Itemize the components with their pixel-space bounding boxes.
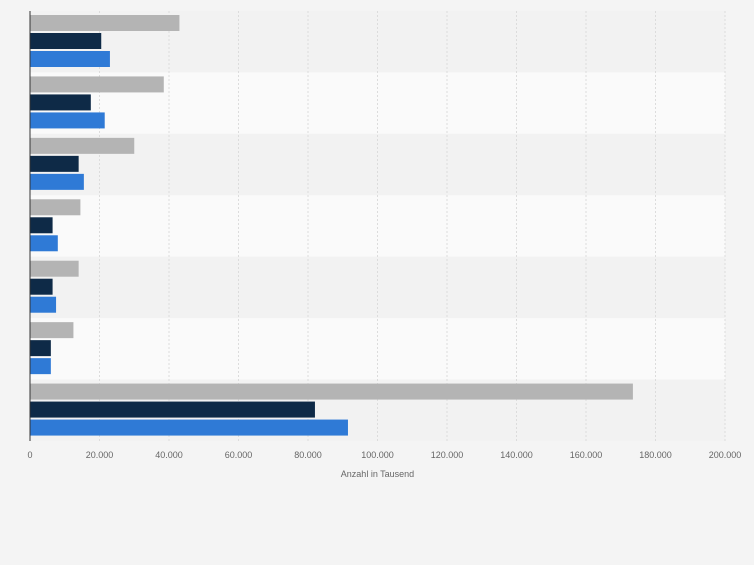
- bar-series-2[interactable]: [30, 340, 51, 357]
- bar-series-1[interactable]: [30, 199, 81, 216]
- bar-series-1[interactable]: [30, 260, 79, 277]
- bar-series-3[interactable]: [30, 235, 58, 252]
- x-tick-label: 0: [27, 450, 32, 460]
- bar-series-1[interactable]: [30, 76, 164, 93]
- bar-series-2[interactable]: [30, 278, 53, 295]
- bar-series-3[interactable]: [30, 358, 51, 375]
- x-tick-label: 160.000: [570, 450, 603, 460]
- bar-series-2[interactable]: [30, 94, 91, 111]
- x-tick-label: 140.000: [500, 450, 533, 460]
- x-tick-label: 200.000: [709, 450, 742, 460]
- bar-series-3[interactable]: [30, 51, 110, 67]
- x-tick-label: 100.000: [361, 450, 394, 460]
- x-axis-label: Anzahl in Tausend: [341, 469, 414, 479]
- bar-series-2[interactable]: [30, 155, 79, 172]
- bar-series-3[interactable]: [30, 112, 105, 129]
- bar-series-2[interactable]: [30, 33, 102, 49]
- bar-series-1[interactable]: [30, 383, 633, 400]
- row-band: [30, 195, 725, 257]
- bar-series-1[interactable]: [30, 15, 180, 31]
- x-tick-label: 120.000: [431, 450, 464, 460]
- x-tick-label: 60.000: [225, 450, 253, 460]
- bar-series-3[interactable]: [30, 296, 57, 313]
- x-tick-label: 40.000: [155, 450, 183, 460]
- bar-series-2[interactable]: [30, 217, 53, 234]
- bar-series-3[interactable]: [30, 419, 348, 436]
- x-tick-label: 180.000: [639, 450, 672, 460]
- bar-series-1[interactable]: [30, 322, 74, 339]
- bar-series-2[interactable]: [30, 401, 315, 418]
- x-axis-ticks: 0 20.000 40.000 60.000 80.000 100.000 120.000 1…: [27, 450, 741, 460]
- bars: [30, 15, 633, 436]
- bar-series-3[interactable]: [30, 173, 84, 190]
- x-tick-label: 20.000: [86, 450, 114, 460]
- x-tick-label: 80.000: [294, 450, 322, 460]
- bar-series-1[interactable]: [30, 137, 135, 154]
